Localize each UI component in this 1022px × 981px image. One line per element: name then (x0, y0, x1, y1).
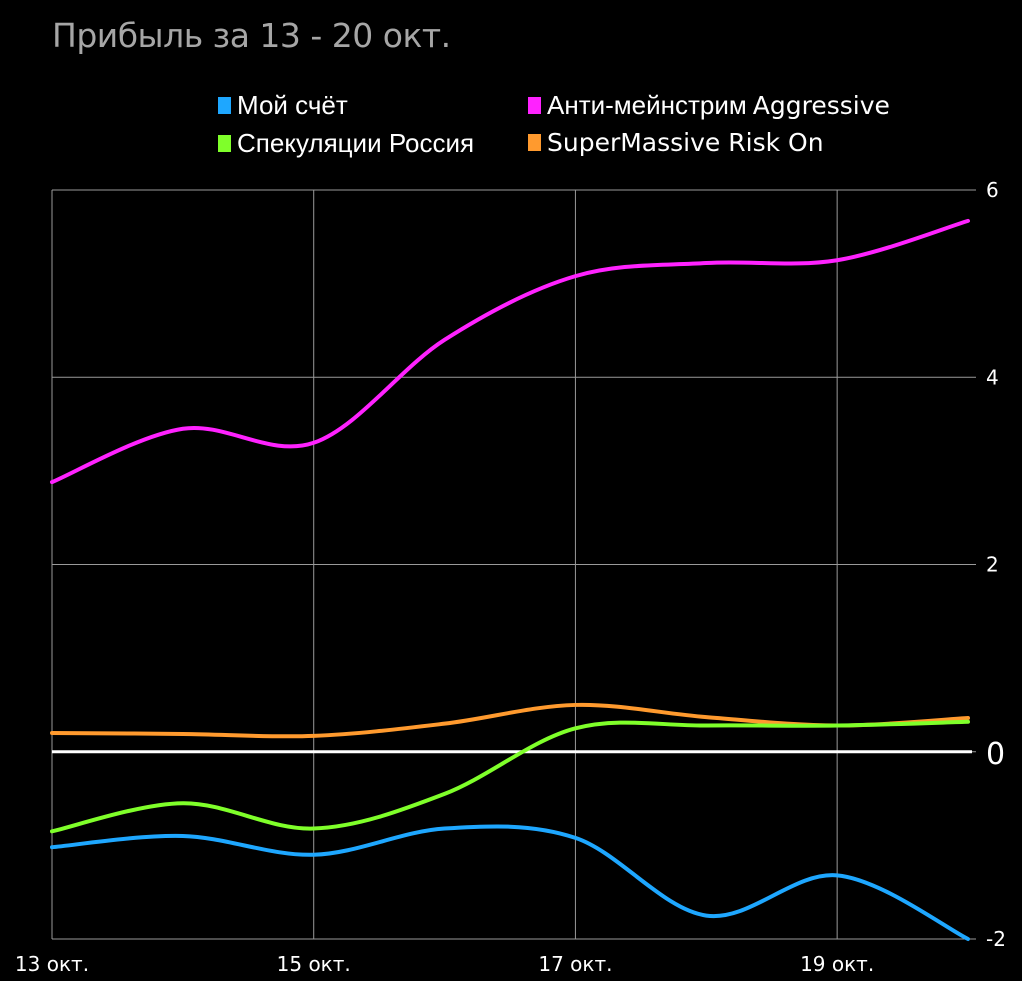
legend-item-my-account: Мой счёт (218, 90, 348, 121)
y-tick-label-0: -2 (986, 927, 1006, 951)
chart-legend: Мой счёт Анти-мейнстрим Aggressive Спеку… (218, 86, 958, 166)
x-tick-label-0: 13 окт. (15, 952, 89, 976)
legend-label-supermassive: SuperMassive Risk On (547, 128, 824, 157)
series-line-0 (50, 824, 970, 941)
series-line-1 (50, 218, 970, 485)
legend-swatch-anti-mainstream (528, 97, 541, 114)
legend-item-anti-mainstream: Анти-мейнстрим Aggressive (528, 90, 890, 121)
legend-sublabel-anti-mainstream: Aggressive (752, 91, 890, 120)
y-tick-label-1: 0 (986, 737, 1005, 772)
series-line-2 (50, 719, 970, 834)
x-tick-label-3: 19 окт. (800, 952, 874, 976)
legend-label-speculation-russia: Спекуляции Россия (237, 128, 475, 158)
legend-swatch-supermassive (528, 134, 541, 151)
legend-swatch-my-account (218, 97, 231, 114)
y-tick-label-4: 6 (986, 178, 999, 202)
x-tick-label-2: 17 окт. (538, 952, 612, 976)
legend-item-supermassive: SuperMassive Risk On (528, 128, 824, 157)
legend-item-speculation-russia: Спекуляции Россия (218, 128, 474, 159)
y-tick-label-2: 2 (986, 553, 999, 577)
legend-label-anti-mainstream: Анти-мейнстрим (547, 90, 747, 120)
chart-title: Прибыль за 13 - 20 окт. (52, 16, 451, 55)
legend-swatch-speculation-russia (218, 135, 231, 152)
x-tick-label-1: 15 окт. (277, 952, 351, 976)
y-tick-label-3: 4 (986, 365, 999, 389)
legend-label-my-account: Мой счёт (237, 90, 348, 120)
series-line-3 (50, 702, 970, 739)
